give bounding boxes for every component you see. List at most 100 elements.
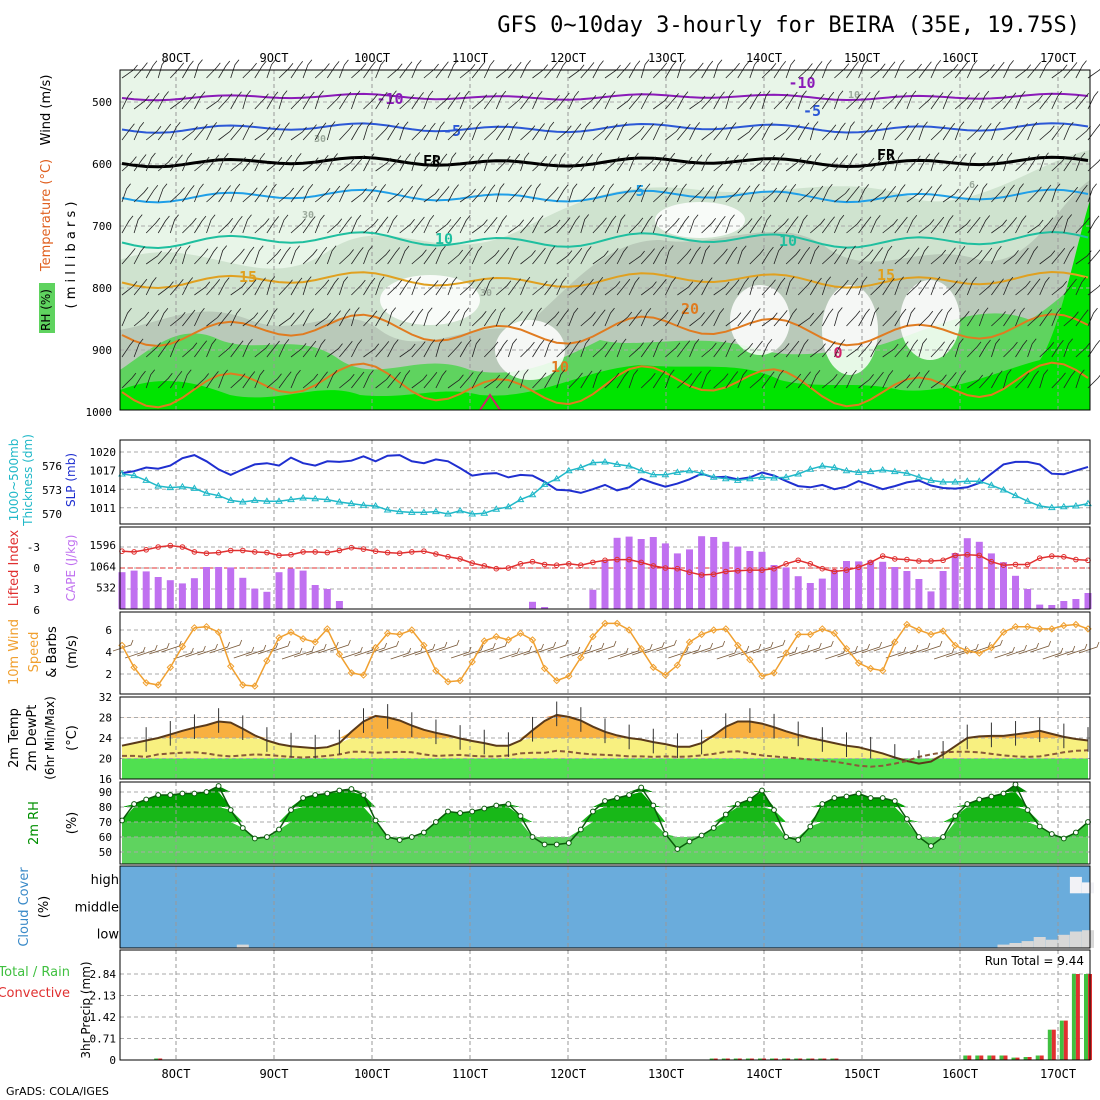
temp2m-unit-label: (°C) [65,725,80,751]
dewpoint-line [122,749,1089,768]
wind-barb [302,183,314,203]
wind-speed-point [299,635,307,643]
wind-barb [580,370,593,389]
wind-barb [169,338,180,358]
wind-barb [145,152,156,172]
precip-convective-bar [725,1058,730,1060]
wind-speed-point [432,666,440,675]
cape-bar [746,551,754,609]
wind-barb [194,183,204,203]
wind-barb [713,373,729,389]
rh2m-axis-label: 2m RH [27,801,42,845]
wind-barb [797,247,811,265]
wind-barb [894,249,910,265]
wind-barb [302,308,315,327]
wind-speed-point [347,669,356,677]
wind-barb [399,94,415,110]
wind-barb [580,338,590,358]
rh2m-point [976,796,983,803]
wind-barb [375,92,388,110]
wind-barb [218,245,228,265]
lifted-index-point [493,565,500,572]
wind-barb [652,371,666,389]
wind-barb [749,373,765,389]
thickness-point [782,473,790,480]
grads-credit: GrADS: COLA/IGES [6,1085,109,1098]
rh2m-point [324,790,331,797]
precip-convective-bar [1063,1020,1068,1060]
cape-bar [794,576,802,609]
wind-barb [327,310,341,327]
rh2m-point [457,810,464,816]
cape-bar [625,536,633,609]
wind-barb [1039,342,1055,358]
wind-barb [882,343,899,358]
wind-speed-point [275,633,283,642]
rh2m-point [964,801,971,807]
wind-barb [1027,154,1040,172]
cape-bar [734,546,742,609]
wind-barb [520,60,531,79]
contour-label: 30 [302,210,314,221]
wind-barb [894,92,907,110]
wind-barb [399,186,414,203]
wind-barb [532,156,547,172]
wind-barb [484,249,500,265]
wind-barb [411,276,421,296]
contour-label: FR [423,152,442,170]
lifted-index-point [517,561,524,567]
wind-barb [375,184,387,203]
thickness-point [226,496,235,503]
wind-barb [882,186,897,203]
wind-barb [218,60,231,79]
wind-barb [918,186,933,203]
wind-barb [532,123,545,141]
wind-barb [206,371,219,389]
wind-barb [145,125,162,141]
lifted-index-point [1061,554,1067,560]
wind-barb [157,156,174,172]
wind-barb-10m [390,647,412,660]
wind-barb [182,342,198,358]
rh2m-point [626,792,632,798]
wind-barb [520,92,534,110]
wind-barb [568,156,584,172]
wind-barb-10m [149,642,170,655]
wind-speed-point [371,643,380,652]
isotherm-25 [479,393,501,411]
wind-speed-point [383,629,392,638]
cape-bar [879,561,887,609]
wind-barb [520,341,535,358]
lifted-index-point [747,567,753,573]
wind-barb [749,276,759,296]
wind-barb-10m [644,641,665,654]
wind-barb [640,281,657,296]
rh2m-point [638,784,645,791]
wind-barb [1075,369,1085,389]
wind-barb [133,214,143,234]
thickness-point [721,474,730,482]
wind-barb [363,153,375,172]
wind-barb [858,276,868,296]
wind-barb [737,277,749,296]
precip-axis-label: 3hr Precip (mm) [79,961,93,1058]
wind-barb [858,59,869,79]
precip-legend-convective: Convective [0,986,70,1001]
wind-barb [701,152,712,172]
wind-barb [1063,95,1080,110]
thickness-point [951,478,960,485]
cape-bar [335,601,343,609]
lifted-index-point [1000,562,1007,569]
cape-bar [541,607,549,609]
x-tick-label-bottom: 10OCT [354,1067,390,1081]
thickness-point [854,468,863,475]
wind-barb [761,187,778,203]
wind-barb [339,91,352,110]
li-tick-label: -3 [27,541,40,554]
wind-barb [423,247,437,265]
wind-barb [689,122,701,141]
wind-barb-10m [801,642,822,655]
thickness-point [709,473,718,480]
wind-barb [495,90,507,110]
wind-barb [218,185,231,203]
